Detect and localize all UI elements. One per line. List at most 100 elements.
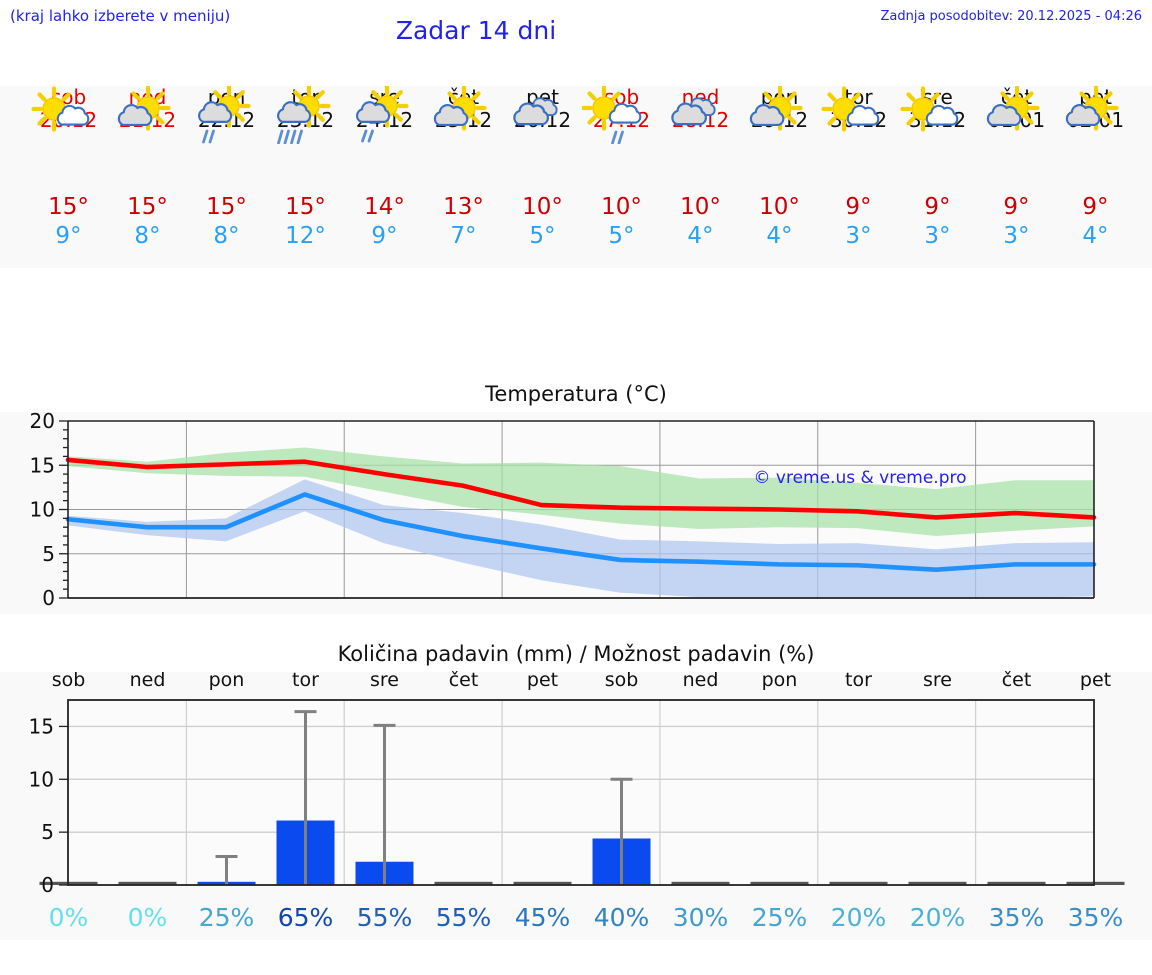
- precip-day-label: ned: [683, 669, 719, 691]
- temp-max-label: 15°: [285, 194, 326, 220]
- forecast-day-column[interactable]: tor23.1215°12°: [266, 86, 345, 250]
- precip-probability-label: 35%: [1067, 903, 1124, 932]
- temp-max-label: 9°: [1082, 194, 1109, 220]
- page-title: Zadar 14 dni: [395, 16, 557, 45]
- temp-min-label: 8°: [213, 223, 240, 249]
- weather-icon-sun-cloud: [819, 86, 898, 192]
- weather-icon-cloud-sun: [977, 86, 1056, 192]
- forecast-day-column[interactable]: pon22.1215°8°: [187, 86, 266, 250]
- precip-probability-label: 30%: [672, 903, 729, 932]
- precip-probability-label: 45%: [514, 903, 571, 932]
- temp-min-label: 3°: [845, 223, 872, 249]
- weather-icon-cloud-sun-rain-heavy: [266, 86, 345, 192]
- precip-bar: [829, 881, 888, 885]
- forecast-day-column[interactable]: ned21.1215°8°: [108, 86, 187, 250]
- precip-day-label: čet: [1002, 669, 1032, 691]
- weather-icon-sun-cloud-rain: [582, 86, 661, 192]
- precip-bar: [1066, 881, 1125, 885]
- temp-min-label: 4°: [687, 223, 714, 249]
- precip-bar: [671, 881, 730, 885]
- precip-bar: [434, 881, 493, 885]
- svg-text:© vreme.us & vreme.pro: © vreme.us & vreme.pro: [753, 468, 966, 488]
- weather-icon-cloud-sun: [108, 86, 187, 192]
- temperature-chart-title: Temperatura (°C): [485, 382, 667, 406]
- weather-icon-cloud-sun-rain: [187, 86, 266, 192]
- temp-min-label: 4°: [1082, 223, 1109, 249]
- precip-probability-label: 0%: [127, 903, 168, 932]
- precip-probability-label: 55%: [356, 903, 413, 932]
- daily-forecast-strip: sob20.1215°9°ned21.1215°8°pon22.1215°8°t…: [0, 86, 1152, 268]
- precip-day-label: sre: [923, 669, 952, 691]
- precip-day-label: sob: [605, 669, 639, 691]
- precip-probability-label: 65%: [277, 903, 334, 932]
- forecast-day-column[interactable]: ned28.1210°4°: [661, 86, 740, 250]
- precipitation-chart-title: Količina padavin (mm) / Možnost padavin …: [337, 642, 815, 666]
- temp-max-label: 10°: [601, 194, 642, 220]
- temp-min-label: 9°: [371, 223, 398, 249]
- precipitation-chart-block: Količina padavin (mm) / Možnost padavin …: [0, 642, 1152, 910]
- precip-day-label: tor: [292, 669, 319, 691]
- temp-min-label: 3°: [924, 223, 951, 249]
- precip-day-label: tor: [845, 669, 872, 691]
- precip-day-label: ned: [130, 669, 166, 691]
- forecast-day-column[interactable]: čet25.1213°7°: [424, 86, 503, 250]
- precip-probability-label: 20%: [830, 903, 887, 932]
- weather-icon-sun-cloud: [898, 86, 977, 192]
- forecast-day-column[interactable]: pet26.1210°5°: [503, 86, 582, 250]
- page-header: (kraj lahko izberete v meniju) Zadar 14 …: [0, 0, 1152, 62]
- temp-min-label: 8°: [134, 223, 161, 249]
- precip-day-label: sob: [52, 669, 86, 691]
- precip-day-label: pon: [209, 669, 245, 691]
- forecast-day-column[interactable]: sre31.129°3°: [898, 86, 977, 250]
- precip-bar: [750, 881, 809, 885]
- temp-max-label: 9°: [924, 194, 951, 220]
- weather-icon-cloud-sun: [1056, 86, 1135, 192]
- precipitation-chart-svg: sob ned pon tor sre čet pet sob ned pon tor sre čet p…: [29, 669, 1125, 897]
- temp-max-label: 10°: [680, 194, 721, 220]
- temperature-chart-svg: 0 5 10 15 20 © vreme.us & vreme.pro: [30, 409, 1097, 610]
- temp-max-label: 9°: [845, 194, 872, 220]
- precip-probability-label: 35%: [988, 903, 1045, 932]
- temp-min-label: 5°: [608, 223, 635, 249]
- temp-min-label: 4°: [766, 223, 793, 249]
- precipitation-probability-row: 0% 0% 25% 65% 55% 55% 45% 40% 30% 25% 20% 20% 35% 35%: [0, 898, 1152, 940]
- temp-max-label: 15°: [48, 194, 89, 220]
- last-updated-text: Zadnja posodobitev: 20.12.2025 - 04:26: [880, 9, 1142, 24]
- svg-text:0: 0: [41, 873, 54, 897]
- temp-max-label: 14°: [364, 194, 405, 220]
- temperature-chart-block: Temperatura (°C) 0 5 10 15 20 © vreme.us & vr…: [0, 382, 1152, 614]
- weather-icon-cloud-sun: [740, 86, 819, 192]
- precip-bar: [987, 881, 1046, 885]
- svg-text:20: 20: [30, 409, 55, 433]
- precip-probability-label: 25%: [198, 903, 255, 932]
- precip-bar: [513, 881, 572, 885]
- forecast-day-column[interactable]: sob20.1215°9°: [29, 86, 108, 250]
- forecast-day-column[interactable]: pet02.019°4°: [1056, 86, 1135, 250]
- svg-text:10: 10: [30, 498, 55, 522]
- precip-probability-label: 25%: [751, 903, 808, 932]
- temp-max-label: 10°: [522, 194, 563, 220]
- forecast-day-column[interactable]: čet01.019°3°: [977, 86, 1056, 250]
- temp-min-label: 5°: [529, 223, 556, 249]
- temp-max-label: 10°: [759, 194, 800, 220]
- svg-text:15: 15: [30, 453, 55, 477]
- weather-icon-sun-cloud: [29, 86, 108, 192]
- svg-text:0: 0: [42, 586, 55, 610]
- temp-max-label: 13°: [443, 194, 484, 220]
- precip-probability-label: 0%: [48, 903, 89, 932]
- temp-min-label: 9°: [55, 223, 82, 249]
- temp-min-label: 3°: [1003, 223, 1030, 249]
- svg-text:5: 5: [41, 820, 54, 844]
- temp-min-label: 12°: [285, 223, 326, 249]
- svg-text:10: 10: [29, 767, 54, 791]
- weather-icon-cloud-sun: [424, 86, 503, 192]
- forecast-day-column[interactable]: pon29.1210°4°: [740, 86, 819, 250]
- weather-icon-cloud-sun-rain-light: [345, 86, 424, 192]
- precip-probability-label: 55%: [435, 903, 492, 932]
- precip-day-label: sre: [370, 669, 399, 691]
- temp-max-label: 15°: [206, 194, 247, 220]
- forecast-day-column[interactable]: sre24.1214°9°: [345, 86, 424, 250]
- forecast-day-column[interactable]: tor30.129°3°: [819, 86, 898, 250]
- forecast-day-column[interactable]: sob27.1210°5°: [582, 86, 661, 250]
- precip-day-label: pet: [1080, 669, 1111, 691]
